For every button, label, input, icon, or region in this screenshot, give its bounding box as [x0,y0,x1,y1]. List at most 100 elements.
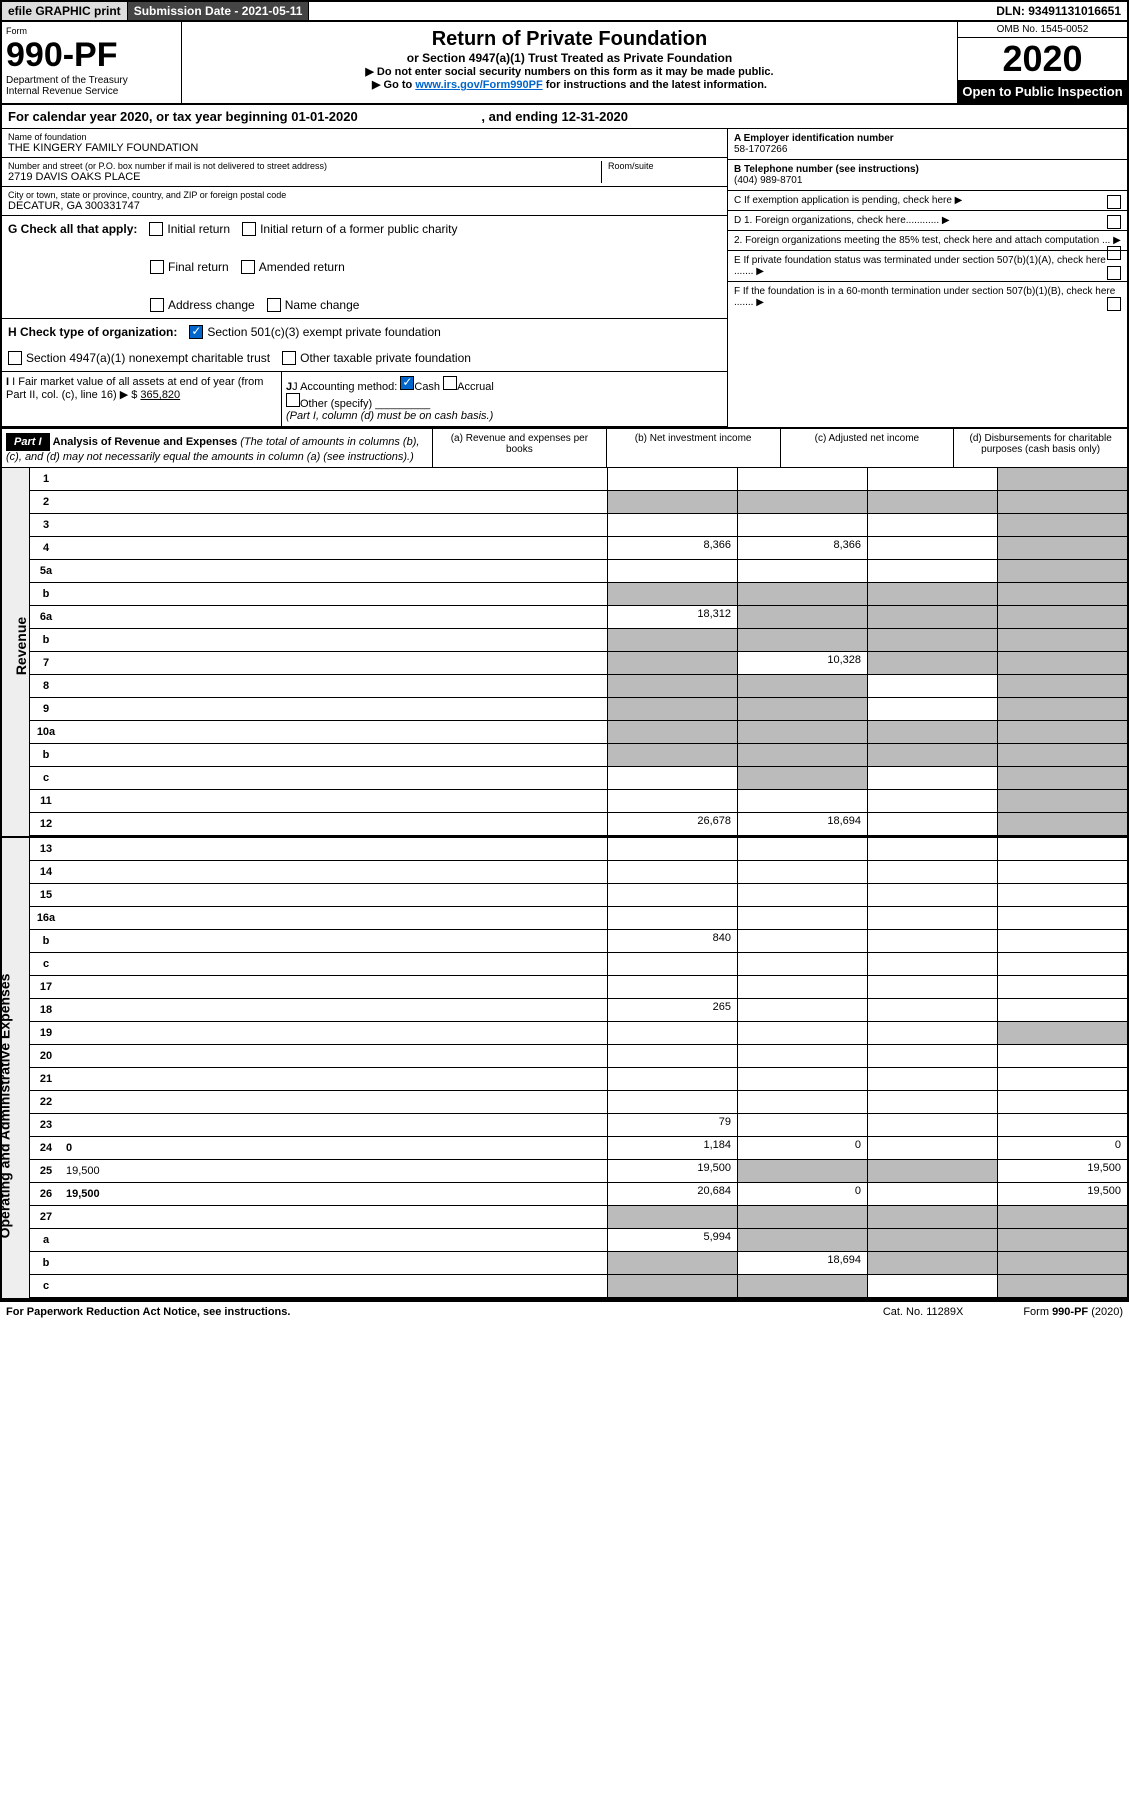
col-a [607,1068,737,1090]
col-d [997,1045,1127,1067]
form-number: 990-PF [6,36,177,75]
col-d [997,606,1127,628]
table-row: 3 [30,514,1127,537]
table-row: 2 [30,491,1127,514]
col-b [737,1206,867,1228]
col-d [997,953,1127,975]
row-desc [62,500,607,504]
cb-501c3[interactable]: Section 501(c)(3) exempt private foundat… [189,325,440,339]
cb-60month[interactable] [1107,297,1121,311]
table-row: b18,694 [30,1252,1127,1275]
cb-initial-return[interactable]: Initial return [149,222,230,236]
expenses-section: Operating and Administrative Expenses 13… [2,836,1127,1298]
cb-other-method[interactable]: Other (specify) [286,398,372,410]
col-b [737,861,867,883]
col-b [737,491,867,513]
cb-4947[interactable]: Section 4947(a)(1) nonexempt charitable … [8,351,270,365]
row-desc [62,638,607,642]
col-b: 18,694 [737,813,867,835]
cb-exemption-pending[interactable] [1107,195,1121,209]
row-desc [62,1100,607,1104]
row-desc [62,730,607,734]
info-right: A Employer identification number 58-1707… [727,129,1127,427]
col-d [997,1114,1127,1136]
col-b [737,976,867,998]
dln: DLN: 93491131016651 [990,2,1127,20]
col-c [867,675,997,697]
table-row: 17 [30,976,1127,999]
cb-other-taxable[interactable]: Other taxable private foundation [282,351,471,365]
h-label: H Check type of organization: [8,325,177,339]
row-desc [62,1008,607,1012]
irs-link[interactable]: www.irs.gov/Form990PF [415,79,542,91]
cb-amended-return[interactable]: Amended return [241,260,345,274]
col-c [867,861,997,883]
row-desc [62,1123,607,1127]
row-desc: 19,500 [62,1186,607,1202]
col-c [867,514,997,536]
row-desc [62,939,607,943]
col-c [867,813,997,835]
row-desc [62,1054,607,1058]
cb-foreign-org[interactable] [1107,215,1121,229]
col-d [997,698,1127,720]
revenue-vlabel: Revenue [2,468,30,836]
col-b [737,583,867,605]
col-d [997,838,1127,860]
col-a: 265 [607,999,737,1021]
col-d [997,1091,1127,1113]
e-cell: E If private foundation status was termi… [728,251,1127,282]
table-row: 20 [30,1045,1127,1068]
col-b [737,1068,867,1090]
col-a [607,675,737,697]
col-c [867,583,997,605]
cb-name-change[interactable]: Name change [267,298,360,312]
row-desc [62,1077,607,1081]
col-b [737,953,867,975]
row-desc [62,893,607,897]
col-d [997,790,1127,812]
foundation-name-cell: Name of foundation THE KINGERY FAMILY FO… [2,129,727,158]
row-desc [62,1031,607,1035]
expenses-vlabel: Operating and Administrative Expenses [2,838,30,1298]
row-num: 22 [30,1096,62,1108]
col-b [737,698,867,720]
table-row: 27 [30,1206,1127,1229]
cb-address-change[interactable]: Address change [150,298,255,312]
table-row: 11 [30,790,1127,813]
table-row: 2401,18400 [30,1137,1127,1160]
table-row: c [30,953,1127,976]
col-b: 10,328 [737,652,867,674]
cb-cash[interactable]: Cash [400,381,440,393]
part1-label: Part I [6,433,50,451]
cb-final-return[interactable]: Final return [150,260,229,274]
col-d [997,583,1127,605]
table-row: 22 [30,1091,1127,1114]
efile-button[interactable]: efile GRAPHIC print [2,2,128,20]
table-row: 6a18,312 [30,606,1127,629]
col-c [867,468,997,490]
dept-treasury: Department of the TreasuryInternal Reven… [6,75,177,97]
col-a: 79 [607,1114,737,1136]
col-d: 19,500 [997,1183,1127,1205]
col-a [607,1022,737,1044]
cb-terminated[interactable] [1107,266,1121,280]
col-a [607,652,737,674]
col-c [867,744,997,766]
city-state-zip: DECATUR, GA 300331747 [8,200,721,212]
i-j-row: I I Fair market value of all assets at e… [2,372,727,427]
cb-accrual[interactable]: Accrual [443,381,494,393]
table-row: 2519,50019,50019,500 [30,1160,1127,1183]
col-a [607,1252,737,1274]
table-row: b [30,744,1127,767]
row-num: 7 [30,657,62,669]
table-row: 1226,67818,694 [30,813,1127,836]
col-c [867,721,997,743]
title-box: Return of Private Foundation or Section … [182,22,957,103]
table-row: 10a [30,721,1127,744]
col-b [737,1229,867,1251]
cb-initial-former[interactable]: Initial return of a former public charit… [242,222,457,236]
col-a [607,629,737,651]
row-num: 10a [30,726,62,738]
col-d-header: (d) Disbursements for charitable purpose… [953,429,1127,467]
